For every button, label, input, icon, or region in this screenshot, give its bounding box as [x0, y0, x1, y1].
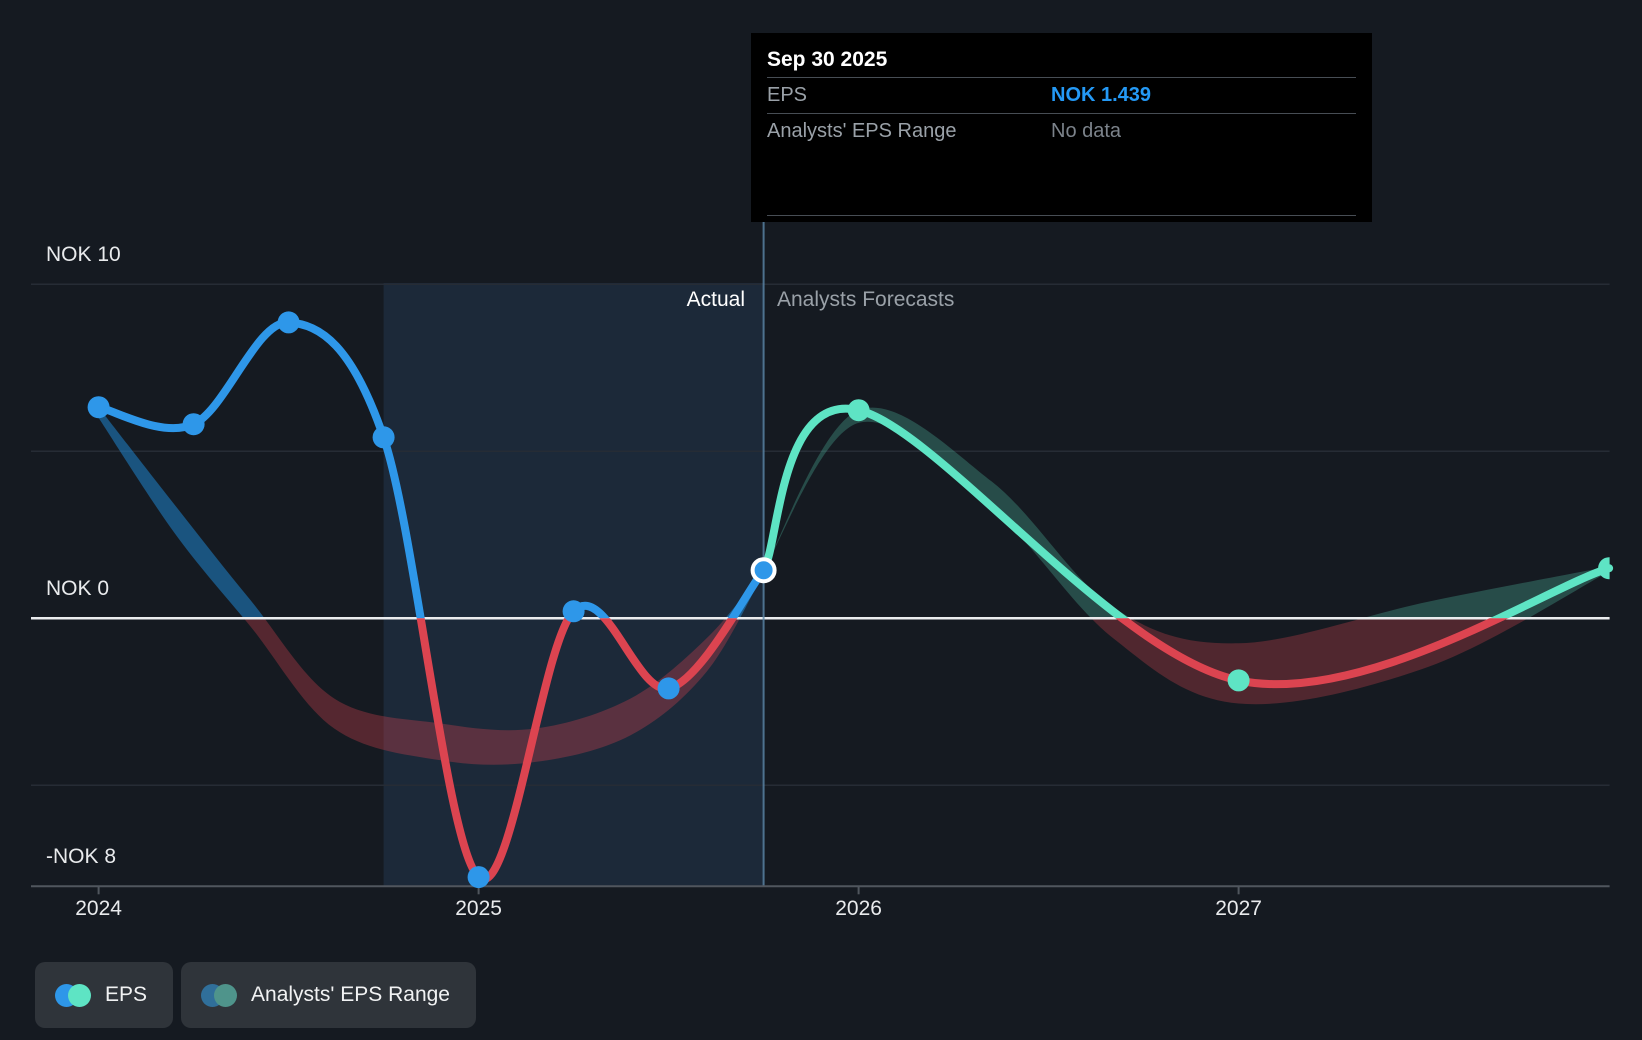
y-axis-label: NOK 10: [46, 243, 121, 267]
eps-forecast-point[interactable]: [1598, 557, 1620, 580]
analysts-range-band: [1091, 618, 1529, 705]
range-legend-dots-icon: [201, 983, 238, 1007]
x-axis-label: 2024: [75, 897, 122, 920]
tooltip-eps-label: EPS: [767, 84, 808, 106]
tooltip-separator: [767, 77, 1356, 78]
eps-forecast-line-negative: [1115, 618, 1509, 689]
actual-zone-label: Actual: [686, 288, 745, 311]
y-axis-label: -NOK 8: [46, 844, 117, 868]
tooltip-separator: [767, 215, 1356, 216]
forecast-zone-label: Analysts Forecasts: [777, 288, 955, 311]
eps-legend-dots-icon: [55, 983, 91, 1007]
analysts-range-band: [243, 618, 740, 765]
tooltip-row-eps: EPS NOK 1.439: [767, 78, 1356, 113]
tooltip-row-range: Analysts' EPS Range No data: [767, 114, 1356, 149]
eps-actual-line-negative: [416, 618, 738, 884]
eps-actual-point[interactable]: [657, 677, 680, 700]
tooltip-date: Sep 30 2025: [767, 48, 888, 71]
y-axis-label: NOK 0: [46, 577, 110, 601]
tooltip-range-value: No data: [1051, 120, 1122, 142]
hovered-point[interactable]: [750, 557, 777, 584]
tooltip-separator: [767, 113, 1356, 114]
analysts-range-band: [763, 407, 1610, 619]
x-axis-label: 2027: [1215, 897, 1262, 920]
tooltip-range-label: Analysts' EPS Range: [767, 120, 957, 142]
legend-range-button[interactable]: Analysts' EPS Range: [181, 962, 476, 1028]
tooltip-eps-value: NOK 1.439: [1051, 84, 1152, 106]
x-axis-label: 2026: [835, 897, 882, 920]
eps-forecast-point[interactable]: [1227, 669, 1250, 692]
chart-tooltip: Sep 30 2025 EPS NOK 1.439 Analysts' EPS …: [751, 33, 1372, 222]
eps-actual-point[interactable]: [182, 413, 205, 436]
legend-eps-label: EPS: [105, 983, 148, 1006]
actual-period-highlight: [383, 283, 764, 887]
eps-actual-point[interactable]: [87, 396, 110, 419]
eps-actual-point[interactable]: [277, 311, 300, 334]
eps-forecast-point[interactable]: [847, 399, 870, 422]
eps-actual-line: [94, 318, 768, 619]
chart-legend: EPS Analysts' EPS Range: [35, 962, 476, 1028]
tooltip-spacer: [767, 149, 1356, 215]
legend-range-label: Analysts' EPS Range: [251, 983, 450, 1006]
x-axis-label: 2025: [455, 897, 502, 920]
eps-actual-point[interactable]: [372, 426, 395, 449]
eps-actual-point[interactable]: [467, 866, 490, 889]
eps-actual-point[interactable]: [562, 600, 585, 623]
legend-eps-button[interactable]: EPS: [35, 962, 174, 1028]
eps-forecast-line: [759, 404, 1614, 619]
